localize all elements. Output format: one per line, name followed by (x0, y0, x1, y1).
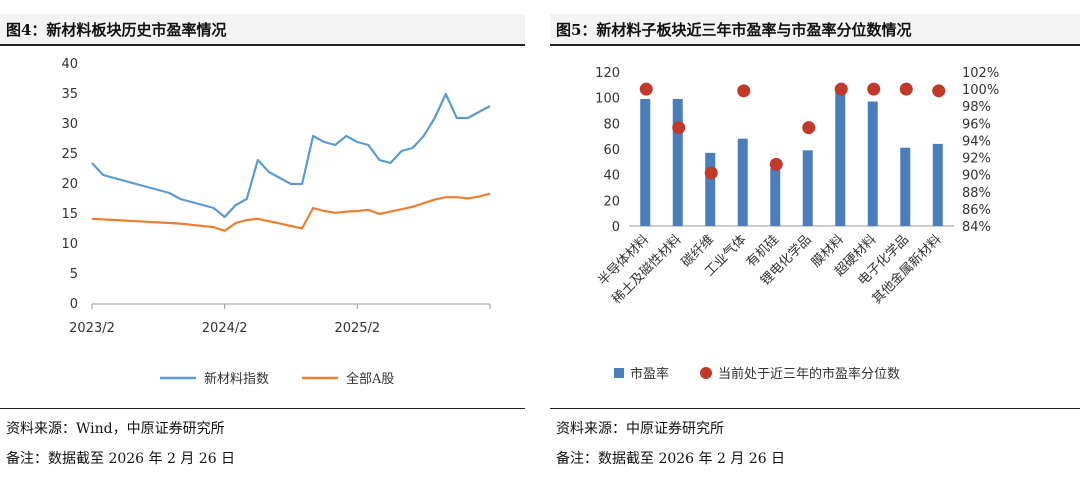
x-tick-label: 2024/2 (202, 321, 248, 336)
subsector-pe-bar-chart: 0 20 40 60 80 100 120 84% 86% 88% 90% 92% 94% 96% 98% 1… (595, 66, 999, 382)
y2-tick-label: 94% (962, 134, 991, 149)
y-tick-label: 0 (612, 220, 620, 235)
y-tick-label: 60 (603, 143, 620, 158)
y-tick-label: 120 (595, 66, 620, 81)
y-tick-label: 40 (603, 169, 620, 184)
y-tick-label: 0 (70, 297, 78, 312)
left-chart-title: 图4：新材料板块历史市盈率情况 (0, 14, 525, 46)
left-note: 备注：数据截至 2026 年 2 月 26 日 (6, 451, 236, 467)
y2-tick-label: 100% (962, 83, 999, 98)
legend-label-pe: 市盈率 (630, 366, 669, 382)
left-panel: 图4：新材料板块历史市盈率情况 0 5 10 15 20 25 30 35 40 2023/2 20… (0, 0, 525, 490)
y-tick-label: 35 (61, 87, 78, 102)
pe-bar (737, 138, 748, 226)
y2-tick-label: 102% (962, 66, 999, 81)
series-line-new-materials (91, 92, 491, 219)
percentile-dot (834, 82, 848, 96)
y-tick-label: 20 (603, 194, 620, 209)
pe-bar (640, 98, 651, 226)
pe-bar (705, 152, 716, 226)
pe-bar (900, 147, 911, 226)
pe-history-line-chart: 0 5 10 15 20 25 30 35 40 2023/2 2024/2 2025/2 新材料指数 全… (61, 57, 491, 387)
x-tick-label: 2023/2 (69, 321, 115, 336)
right-panel: 图5：新材料子板块近三年市盈率与市盈率分位数情况 0 20 40 60 80 100 120… (550, 0, 1080, 490)
legend-swatch-percentile (700, 367, 712, 379)
right-divider (550, 408, 1080, 409)
left-source: 资料来源：Wind，中原证券研究所 (6, 421, 225, 437)
pe-bar (932, 143, 943, 226)
y-tick-label: 10 (61, 237, 78, 252)
y2-tick-label: 98% (962, 100, 991, 115)
percentile-dot (737, 84, 751, 98)
series-line-all-a-shares (91, 192, 491, 232)
pe-bar (867, 101, 878, 226)
percentile-dot (899, 82, 913, 96)
y2-tick-label: 92% (962, 152, 991, 167)
percentile-dot (802, 121, 816, 135)
y-tick-label: 40 (61, 57, 78, 72)
y2-tick-label: 96% (962, 117, 991, 132)
y-tick-label: 25 (61, 147, 78, 162)
y2-tick-label: 84% (962, 220, 991, 235)
pe-bar (672, 98, 683, 226)
y-tick-label: 80 (603, 117, 620, 132)
percentile-dot (769, 157, 783, 171)
pe-bar (835, 86, 846, 226)
percentile-dot (704, 166, 718, 180)
y-tick-label: 5 (70, 267, 78, 282)
right-note: 备注：数据截至 2026 年 2 月 26 日 (556, 451, 786, 467)
right-chart-title: 图5：新材料子板块近三年市盈率与市盈率分位数情况 (550, 14, 1080, 46)
y2-tick-label: 88% (962, 186, 991, 201)
percentile-dot (867, 82, 881, 96)
y-tick-label: 100 (595, 92, 620, 107)
right-source: 资料来源：中原证券研究所 (556, 421, 724, 437)
y-tick-label: 30 (61, 117, 78, 132)
percentile-dot (639, 82, 653, 96)
percentile-dot (932, 84, 946, 98)
legend-label-new-materials: 新材料指数 (204, 371, 269, 387)
y2-tick-label: 86% (962, 203, 991, 218)
y-tick-label: 15 (61, 207, 78, 222)
pe-bar (802, 150, 813, 226)
legend-label-all-a-shares: 全部A股 (346, 371, 394, 387)
percentile-dot (672, 121, 686, 135)
pe-bar (770, 168, 781, 226)
left-divider (0, 408, 525, 409)
legend-label-percentile: 当前处于近三年的市盈率分位数 (718, 366, 900, 382)
y-tick-label: 20 (61, 177, 78, 192)
x-tick-label: 2025/2 (334, 321, 380, 336)
legend-swatch-pe (614, 368, 624, 378)
y2-tick-label: 90% (962, 169, 991, 184)
